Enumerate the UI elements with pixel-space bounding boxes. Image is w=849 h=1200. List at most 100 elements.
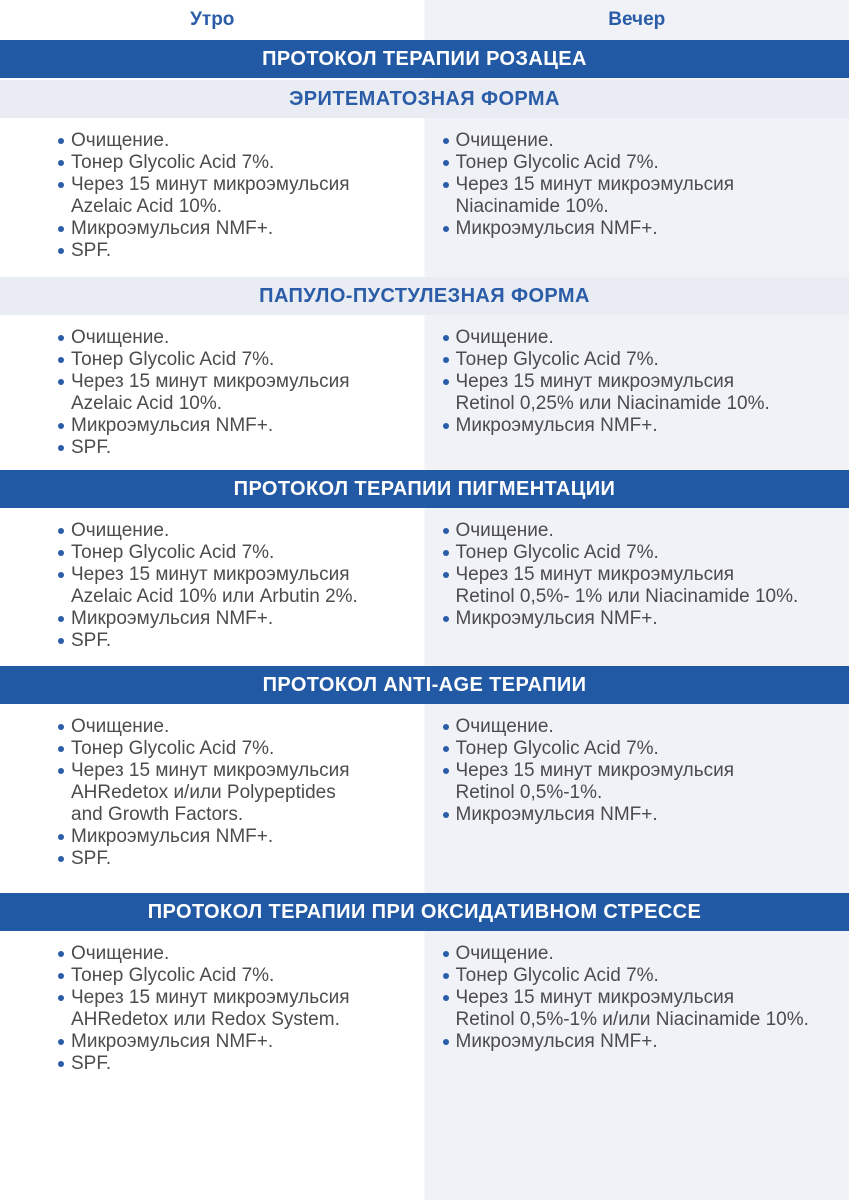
list-item-text: Очищение. xyxy=(455,327,554,348)
bullet-icon xyxy=(58,138,64,144)
column-headers-row: Утро Вечер xyxy=(0,0,849,40)
bullet-icon xyxy=(58,357,64,363)
list-item-text: Тонер Glycolic Acid 7%. xyxy=(71,738,275,759)
morning-list: Очищение. Тонер Glycolic Acid 7%. Через 15… xyxy=(0,315,425,459)
bullet-icon xyxy=(58,335,64,341)
list-item: Очищение. xyxy=(58,327,413,349)
list-item-text: Тонер Glycolic Acid 7%. xyxy=(71,965,275,986)
bullet-icon xyxy=(442,357,449,363)
list-item-text: Очищение. xyxy=(71,943,170,964)
list-item: Через 15 минут микроэмульсия Azelaic Aci… xyxy=(58,564,413,608)
bullet-icon xyxy=(58,724,64,730)
list-item-text: Тонер Glycolic Acid 7%. xyxy=(71,152,275,173)
list-item: Микроэмульсия NMF+. xyxy=(58,826,413,848)
list-item: Микроэмульсия NMF+. xyxy=(58,608,413,630)
bullet-icon xyxy=(442,812,449,818)
list-item: Тонер Glycolic Acid 7%. xyxy=(58,738,413,760)
bullet-icon xyxy=(442,616,449,622)
list-item: Очищение. xyxy=(442,327,838,349)
evening-list: Очищение. Тонер Glycolic Acid 7%. Через 15… xyxy=(425,931,849,1053)
list-item-text: Микроэмульсия NMF+. xyxy=(71,415,274,436)
list-item-text: Тонер Glycolic Acid 7%. xyxy=(455,738,659,759)
bullet-icon xyxy=(442,160,449,166)
column-header-evening: Вечер xyxy=(608,9,666,30)
morning-list: Очищение. Тонер Glycolic Acid 7%. Через 15… xyxy=(0,508,425,652)
list-item: Тонер Glycolic Acid 7%. xyxy=(58,152,413,174)
list-item-text: Через 15 минут микроэмульсия Retinol 0,5… xyxy=(455,760,735,803)
list-item: Тонер Glycolic Acid 7%. xyxy=(442,738,838,760)
banner-anti-age-protocol: ПРОТОКОЛ ANTI-AGE ТЕРАПИИ xyxy=(0,666,849,704)
list-item-text: Очищение. xyxy=(455,716,554,737)
bullet-icon xyxy=(442,379,449,385)
bullet-icon xyxy=(58,182,64,188)
list-item-text: Очищение. xyxy=(455,130,554,151)
morning-column: Очищение. Тонер Glycolic Acid 7%. Через 15… xyxy=(0,931,425,1200)
list-item-text: SPF. xyxy=(71,630,112,651)
list-item: Тонер Glycolic Acid 7%. xyxy=(58,542,413,564)
evening-column: Очищение. Тонер Glycolic Acid 7%. Через 15… xyxy=(425,315,849,470)
list-item: Через 15 минут микроэмульсия Retinol 0,5… xyxy=(442,564,838,608)
bullet-icon xyxy=(442,724,449,730)
bullet-icon xyxy=(442,995,449,1001)
evening-column: Очищение. Тонер Glycolic Acid 7%. Через 15… xyxy=(425,704,849,893)
morning-column: Очищение. Тонер Glycolic Acid 7%. Через 15… xyxy=(0,315,425,470)
list-item: Очищение. xyxy=(442,716,838,738)
list-item-text: Очищение. xyxy=(71,327,170,348)
list-item: Тонер Glycolic Acid 7%. xyxy=(442,965,838,987)
list-item: SPF. xyxy=(58,630,413,652)
banner-erythematous-form: ЭРИТЕМАТОЗНАЯ ФОРМА xyxy=(0,80,849,118)
list-item: Тонер Glycolic Acid 7%. xyxy=(58,349,413,371)
list-item-text: Тонер Glycolic Acid 7%. xyxy=(71,349,275,370)
bullet-icon xyxy=(58,445,64,451)
list-item-text: Микроэмульсия NMF+. xyxy=(71,608,274,629)
evening-list: Очищение. Тонер Glycolic Acid 7%. Через 15… xyxy=(425,704,849,826)
list-item: Микроэмульсия NMF+. xyxy=(442,415,838,437)
list-item-text: Очищение. xyxy=(455,943,554,964)
list-item: Очищение. xyxy=(442,943,838,965)
list-item: SPF. xyxy=(58,848,413,870)
list-item: Тонер Glycolic Acid 7%. xyxy=(58,965,413,987)
list-item-text: Микроэмульсия NMF+. xyxy=(455,804,658,825)
list-item: Очищение. xyxy=(58,943,413,965)
list-item: Тонер Glycolic Acid 7%. xyxy=(442,349,838,371)
bullet-icon xyxy=(442,550,449,556)
bullet-icon xyxy=(58,1039,64,1045)
morning-list: Очищение. Тонер Glycolic Acid 7%. Через 15… xyxy=(0,931,425,1075)
list-item: Тонер Glycolic Acid 7%. xyxy=(442,152,838,174)
list-item-text: Тонер Glycolic Acid 7%. xyxy=(455,542,659,563)
list-item-text: Через 15 минут микроэмульсия Retinol 0,5… xyxy=(455,987,809,1030)
morning-column: Очищение. Тонер Glycolic Acid 7%. Через 15… xyxy=(0,118,425,277)
bullet-icon xyxy=(58,572,64,578)
bullet-icon xyxy=(442,768,449,774)
bullet-icon xyxy=(442,335,449,341)
bullet-icon xyxy=(442,572,449,578)
list-item-text: SPF. xyxy=(71,1053,112,1074)
bullet-icon xyxy=(442,528,449,534)
list-item-text: Микроэмульсия NMF+. xyxy=(455,415,658,436)
list-item: Микроэмульсия NMF+. xyxy=(442,608,838,630)
bullet-icon xyxy=(58,248,64,254)
list-item: Через 15 минут микроэмульсия Azelaic Aci… xyxy=(58,174,413,218)
list-item-text: Очищение. xyxy=(71,716,170,737)
list-item-text: Очищение. xyxy=(71,520,170,541)
list-item-text: Очищение. xyxy=(71,130,170,151)
list-item: Очищение. xyxy=(58,716,413,738)
list-item-text: Тонер Glycolic Acid 7%. xyxy=(455,152,659,173)
column-header-morning: Утро xyxy=(190,9,235,30)
list-item-text: Микроэмульсия NMF+. xyxy=(71,826,274,847)
banner-oxidative-stress-protocol: ПРОТОКОЛ ТЕРАПИИ ПРИ ОКСИДАТИВНОМ СТРЕСС… xyxy=(0,893,849,931)
list-item-text: Микроэмульсия NMF+. xyxy=(455,608,658,629)
banner-rosacea-protocol: ПРОТОКОЛ ТЕРАПИИ РОЗАЦЕА xyxy=(0,40,849,78)
morning-list: Очищение. Тонер Glycolic Acid 7%. Через 15… xyxy=(0,118,425,262)
bullet-icon xyxy=(58,550,64,556)
list-item-text: SPF. xyxy=(71,848,112,869)
bullet-icon xyxy=(58,226,64,232)
list-item-text: Микроэмульсия NMF+. xyxy=(71,1031,274,1052)
list-item: Микроэмульсия NMF+. xyxy=(442,1031,838,1053)
list-item-text: Через 15 минут микроэмульсия Azelaic Aci… xyxy=(71,564,358,607)
bullet-icon xyxy=(442,1039,449,1045)
list-item: Микроэмульсия NMF+. xyxy=(58,1031,413,1053)
evening-list: Очищение. Тонер Glycolic Acid 7%. Через 15… xyxy=(425,315,849,437)
morning-column: Очищение. Тонер Glycolic Acid 7%. Через 15… xyxy=(0,704,425,893)
